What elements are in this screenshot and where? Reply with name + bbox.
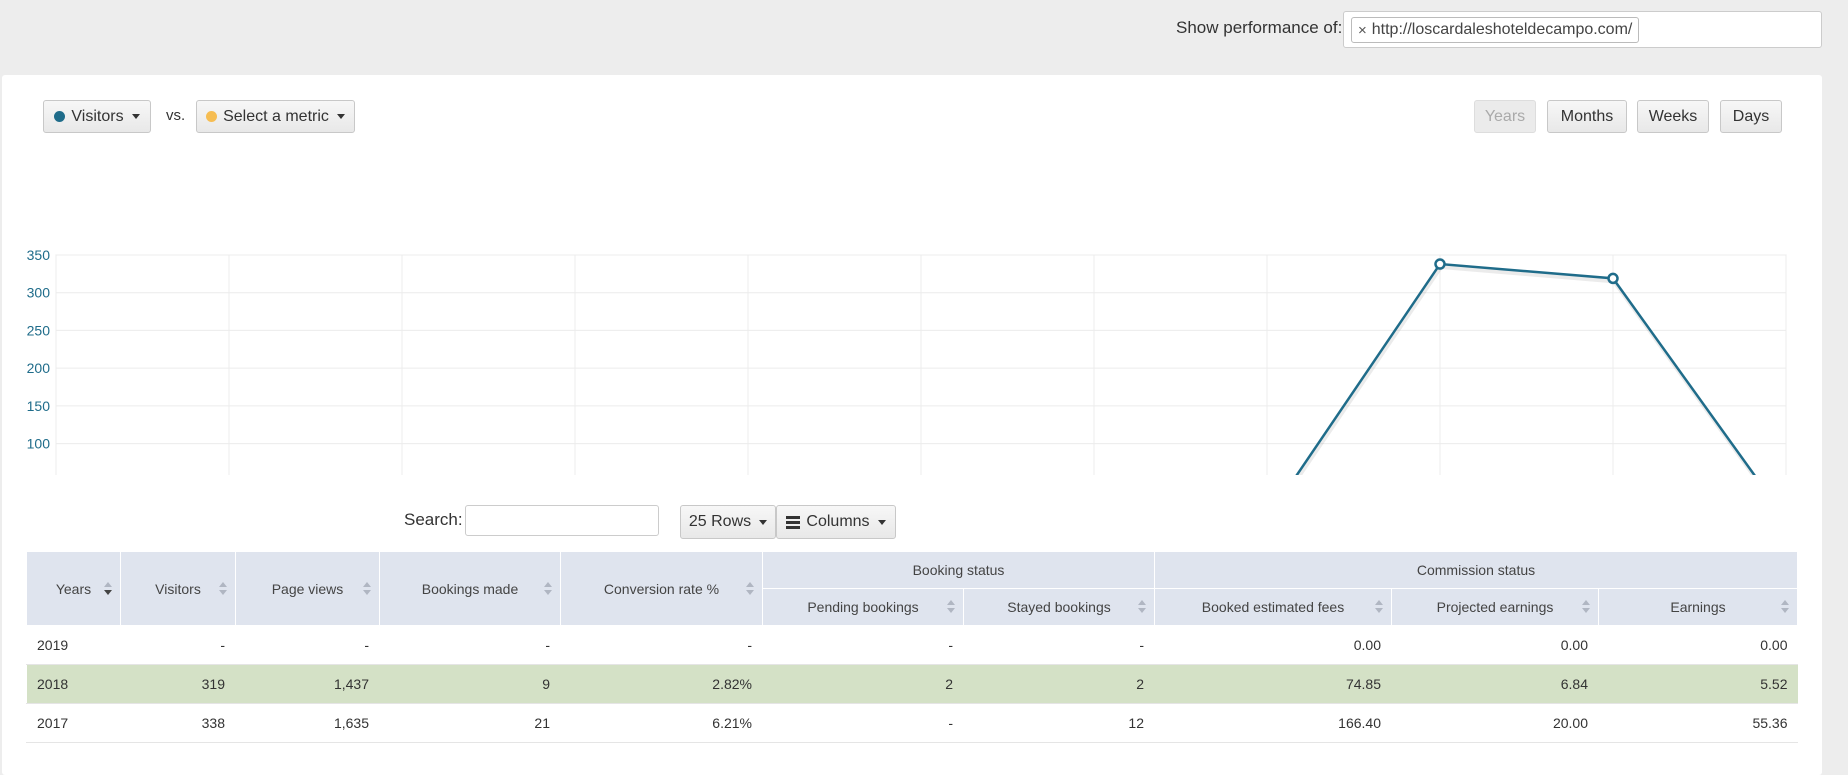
- table-cell: -: [379, 625, 561, 665]
- table-cell: 2: [963, 664, 1155, 704]
- column-header-years[interactable]: Years: [26, 551, 121, 626]
- y-tick-label: 50: [34, 473, 50, 475]
- series-line: [1295, 262, 1756, 475]
- secondary-metric-color-icon: [206, 111, 218, 122]
- table-cell: 338: [120, 703, 236, 743]
- site-selector[interactable]: × http://loscardaleshoteldecampo.com/: [1343, 11, 1822, 48]
- data-point: [1607, 272, 1619, 285]
- list-icon: [786, 516, 801, 529]
- table-cell: 55.36: [1598, 703, 1798, 743]
- table-row: 2018 319 1,437 9 2.82% 2 2 74.85 6.84 5.…: [26, 664, 1798, 704]
- table-cell: 0.00: [1391, 625, 1599, 665]
- remove-site-icon[interactable]: ×: [1358, 21, 1367, 39]
- table-cell: 319: [120, 664, 236, 704]
- chevron-down-icon: [131, 114, 140, 119]
- table-cell: 2.82%: [560, 664, 763, 704]
- table-cell: -: [762, 625, 964, 665]
- visitors-line-chart: 0501001502002503003502009201020112012201…: [27, 247, 1787, 475]
- column-header-earnings[interactable]: Earnings: [1598, 588, 1798, 626]
- column-header-stayed-bookings[interactable]: Stayed bookings: [963, 588, 1155, 626]
- y-tick-label: 350: [27, 247, 51, 263]
- y-tick-label: 300: [27, 285, 51, 301]
- primary-metric-color-icon: [54, 111, 66, 122]
- table-cell: 5.52: [1598, 664, 1798, 704]
- table-cell: -: [560, 625, 763, 665]
- table-cell: 2018: [26, 664, 121, 704]
- table-cell: 2: [762, 664, 964, 704]
- table-cell: 1,437: [235, 664, 380, 704]
- table-cell: 6.84: [1391, 664, 1599, 704]
- versus-label: vs.: [166, 107, 186, 124]
- performance-table: Years Visitors Page views Bookings made …: [26, 551, 1798, 743]
- table-cell: 6.21%: [560, 703, 763, 743]
- secondary-metric-label: Select a metric: [223, 107, 329, 125]
- column-group-booking-status: Booking status: [762, 551, 1155, 589]
- y-tick-label: 250: [27, 322, 51, 338]
- table-cell: 1,635: [235, 703, 380, 743]
- y-tick-label: 200: [27, 360, 51, 376]
- selected-site-url: http://loscardaleshoteldecampo.com/: [1371, 21, 1633, 38]
- table-cell: 74.85: [1154, 664, 1392, 704]
- table-cell: 20.00: [1391, 703, 1599, 743]
- column-header-visitors[interactable]: Visitors: [120, 551, 236, 626]
- column-header-conversion-rate[interactable]: Conversion rate %: [560, 551, 763, 626]
- table-cell: 166.40: [1154, 703, 1392, 743]
- table-cell: 21: [379, 703, 561, 743]
- table-cell: -: [235, 625, 380, 665]
- rows-per-page-dropdown[interactable]: 25 Rows: [680, 505, 776, 539]
- period-days-button[interactable]: Days: [1720, 100, 1782, 133]
- chevron-down-icon: [759, 519, 768, 525]
- rows-per-page-label: 25 Rows: [688, 513, 752, 530]
- column-header-page-views[interactable]: Page views: [235, 551, 380, 626]
- period-weeks-button[interactable]: Weeks: [1637, 100, 1709, 133]
- table-cell: 0.00: [1154, 625, 1392, 665]
- chevron-down-icon: [336, 114, 345, 119]
- search-label: Search:: [404, 510, 463, 529]
- table-row: 2017 338 1,635 21 6.21% - 12 166.40 20.0…: [26, 703, 1798, 743]
- column-header-bookings-made[interactable]: Bookings made: [379, 551, 561, 626]
- column-group-commission-status: Commission status: [1154, 551, 1798, 589]
- table-cell: -: [963, 625, 1155, 665]
- table-cell: 2017: [26, 703, 121, 743]
- secondary-metric-dropdown[interactable]: Select a metric: [196, 100, 355, 133]
- period-months-button[interactable]: Months: [1547, 100, 1627, 133]
- y-tick-label: 100: [27, 436, 51, 452]
- column-header-pending-bookings[interactable]: Pending bookings: [762, 588, 964, 626]
- table-cell: -: [762, 703, 964, 743]
- show-performance-label: Show performance of:: [1176, 18, 1343, 37]
- period-years-button[interactable]: Years: [1474, 100, 1536, 133]
- primary-metric-label: Visitors: [71, 107, 124, 125]
- selected-site-tag: × http://loscardaleshoteldecampo.com/: [1351, 17, 1640, 43]
- columns-dropdown[interactable]: Columns: [776, 505, 896, 539]
- primary-metric-dropdown[interactable]: Visitors: [43, 100, 151, 133]
- table-cell: 2019: [26, 625, 121, 665]
- table-cell: -: [120, 625, 236, 665]
- data-point: [1434, 258, 1446, 270]
- y-tick-label: 150: [27, 398, 51, 414]
- search-input[interactable]: [465, 505, 659, 536]
- column-header-booked-estimated-fees[interactable]: Booked estimated fees: [1154, 588, 1392, 626]
- table-cell: 0.00: [1598, 625, 1798, 665]
- series-line-shadow: [1297, 264, 1756, 475]
- columns-label: Columns: [806, 513, 870, 530]
- column-header-projected-earnings[interactable]: Projected earnings: [1391, 588, 1599, 626]
- chevron-down-icon: [877, 519, 886, 525]
- table-row: 2019 - - - - - - 0.00 0.00 0.00: [26, 625, 1798, 665]
- table-cell: 9: [379, 664, 561, 704]
- table-cell: 12: [963, 703, 1155, 743]
